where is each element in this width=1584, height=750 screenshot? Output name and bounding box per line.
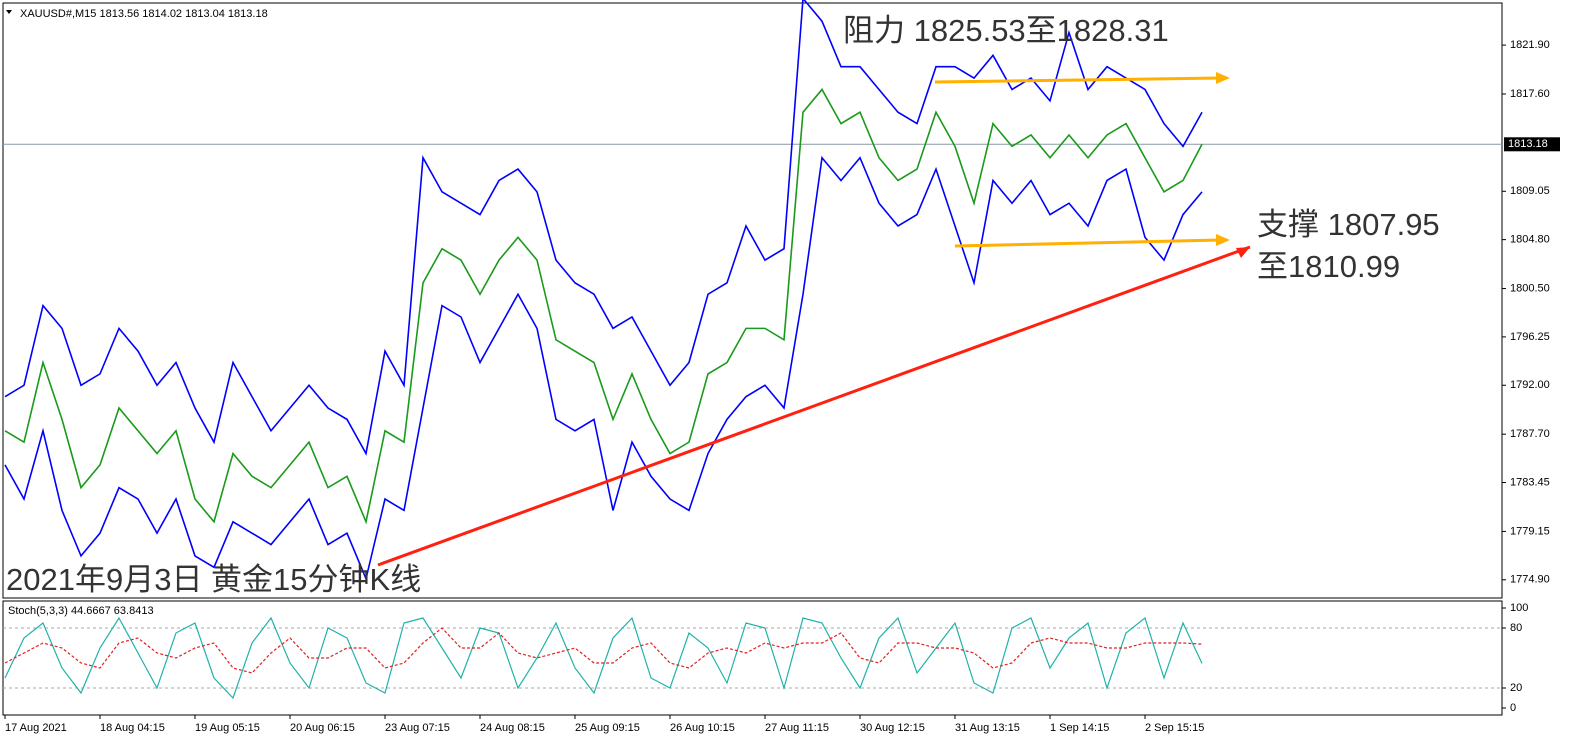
header-icon — [6, 10, 12, 14]
y-tick-label: 80 — [1510, 622, 1522, 634]
y-tick-label: 100 — [1510, 602, 1528, 614]
main-panel — [2, 2, 1503, 599]
x-tick-label: 24 Aug 08:15 — [480, 722, 545, 734]
y-tick-label: 1787.70 — [1510, 428, 1550, 440]
y-tick-label: 20 — [1510, 682, 1522, 694]
y-tick-label: 1800.50 — [1510, 282, 1550, 294]
support-annotation: 至1810.99 — [1257, 249, 1400, 284]
y-tick-label: 1804.80 — [1510, 234, 1550, 246]
series-line — [4, 155, 1203, 582]
y-tick-label: 1774.90 — [1510, 574, 1550, 586]
y-tick-label: 1817.60 — [1510, 88, 1550, 100]
arrow-head — [1216, 72, 1230, 84]
resistance-annotation: 阻力 1825.53至1828.31 — [843, 13, 1169, 48]
y-tick-label: 1809.05 — [1510, 185, 1550, 197]
main-header: XAUUSD#,M15 1813.56 1814.02 1813.04 1813… — [20, 8, 268, 20]
x-tick-label: 19 Aug 05:15 — [195, 722, 260, 734]
y-tick-label: 1779.15 — [1510, 525, 1550, 537]
y-tick-label: 1821.90 — [1510, 39, 1550, 51]
series-line — [4, 616, 1203, 700]
x-tick-label: 23 Aug 07:15 — [385, 722, 450, 734]
y-tick-label: 1783.45 — [1510, 476, 1550, 488]
y-tick-label: 0 — [1510, 702, 1516, 714]
x-tick-label: 31 Aug 13:15 — [955, 722, 1020, 734]
arrow-head — [1216, 234, 1230, 246]
resistance-arrow — [934, 76, 1221, 84]
series-line — [4, 627, 1203, 674]
x-tick-label: 17 Aug 2021 — [5, 722, 67, 734]
x-tick-label: 20 Aug 06:15 — [290, 722, 355, 734]
arrow-head — [1236, 247, 1250, 258]
x-tick-label: 26 Aug 10:15 — [670, 722, 735, 734]
price-label-box — [1504, 137, 1560, 152]
support-arrow — [954, 238, 1221, 248]
x-tick-label: 18 Aug 04:15 — [100, 722, 165, 734]
x-tick-label: 30 Aug 12:15 — [860, 722, 925, 734]
series-line — [4, 88, 1203, 525]
stoch-panel — [2, 600, 1503, 716]
trend-line — [377, 245, 1251, 567]
series-line — [4, 0, 1203, 456]
support-annotation: 支撑 1807.95 — [1257, 207, 1440, 242]
x-tick-label: 27 Aug 11:15 — [765, 722, 829, 734]
x-tick-label: 2 Sep 15:15 — [1145, 722, 1204, 734]
y-tick-label: 1792.00 — [1510, 379, 1550, 391]
current-price-label: 1813.18 — [1508, 138, 1548, 150]
stoch-header: Stoch(5,3,3) 44.6667 63.8413 — [8, 605, 154, 617]
x-tick-label: 25 Aug 09:15 — [575, 722, 640, 734]
chart-caption: 2021年9月3日 黄金15分钟K线 — [6, 562, 421, 597]
x-tick-label: 1 Sep 14:15 — [1050, 722, 1109, 734]
y-tick-label: 1796.25 — [1510, 331, 1550, 343]
